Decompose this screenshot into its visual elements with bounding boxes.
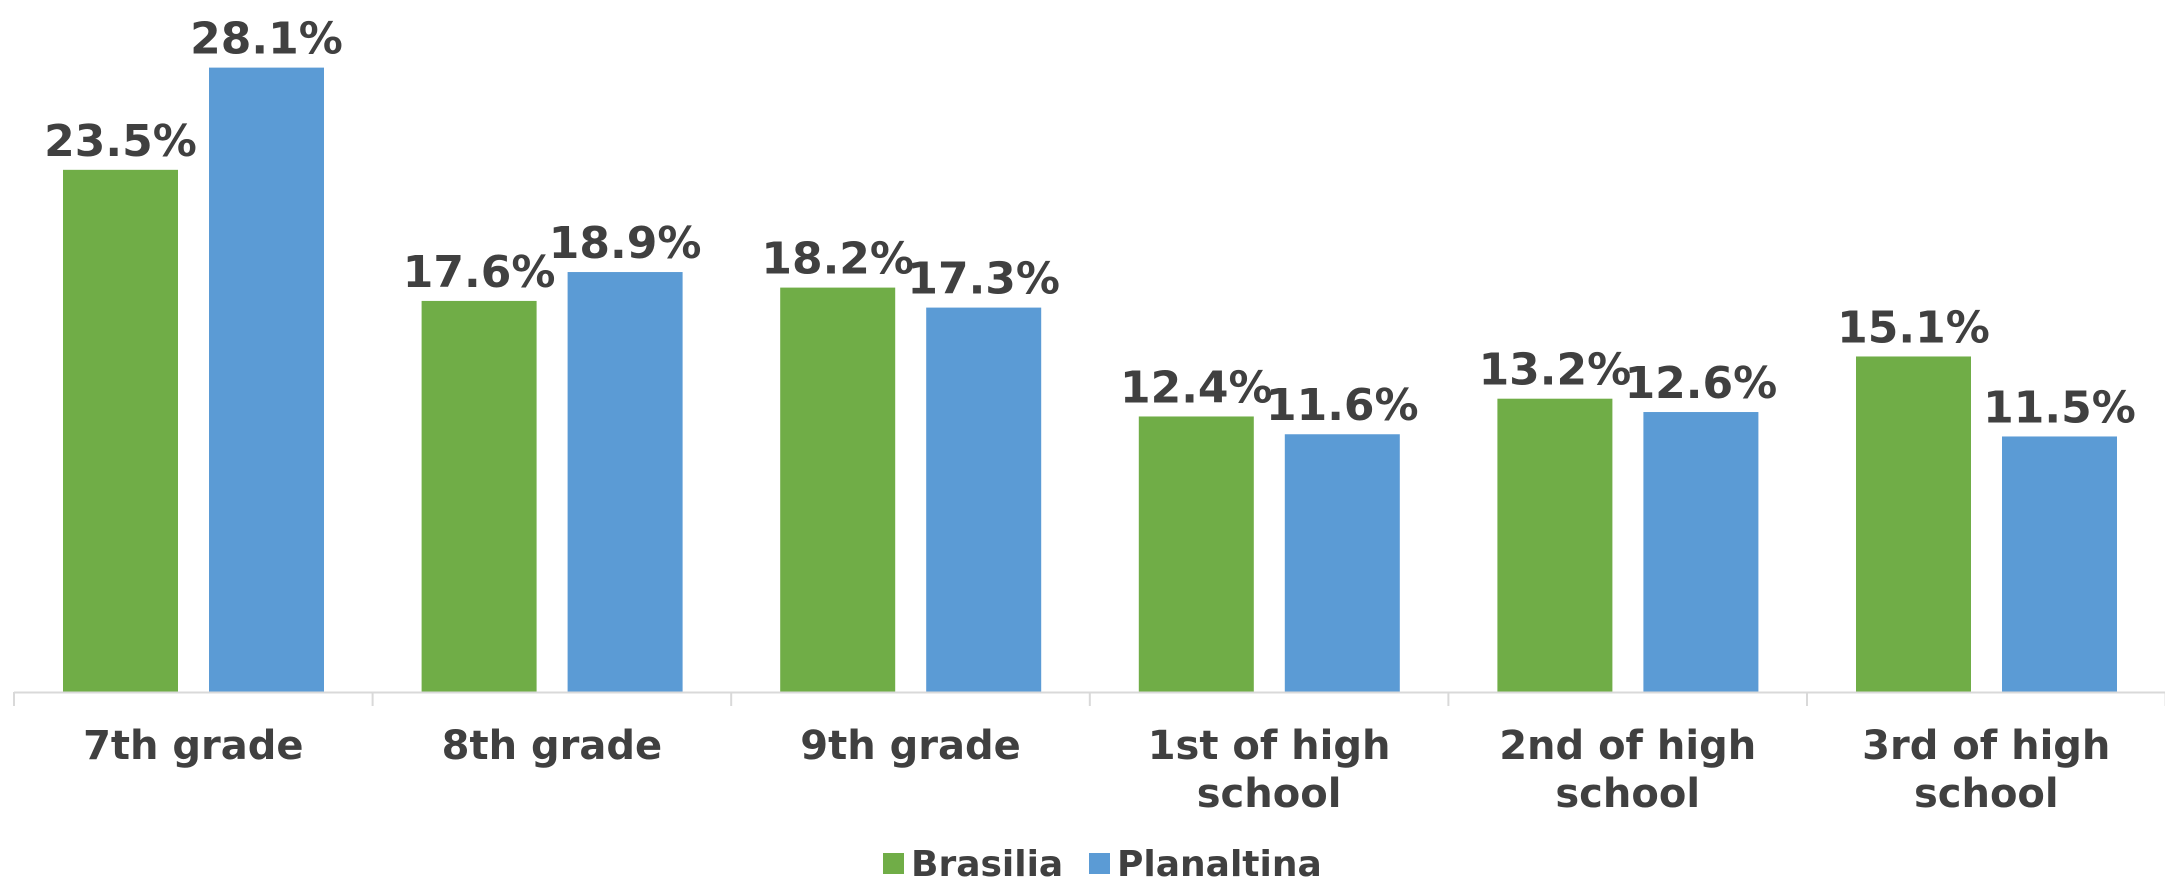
x-tick-label-line: 8th grade: [442, 723, 662, 769]
x-tick-label-line: 3rd of high: [1862, 723, 2110, 769]
x-tick-label: 9th grade: [800, 723, 1020, 769]
x-tick-label: 1st of high school: [1148, 723, 1391, 817]
x-axis: 7th grade 8th grade 9th grade 1st of high sc…: [13, 691, 2165, 817]
bar-brasilia-2: [421, 300, 537, 692]
legend: Brasilia Planaltina: [883, 844, 1322, 881]
x-tick-label-line: 1st of high: [1148, 723, 1391, 769]
data-label: 18.9%: [549, 218, 702, 269]
bar-planaltina-1: [209, 67, 324, 693]
bars-layer: [63, 67, 2117, 693]
x-tick-label: 2nd of high school: [1499, 723, 1756, 817]
bar-planaltina-4: [1284, 434, 1400, 692]
bar-brasilia-4: [1138, 416, 1254, 692]
data-label: 12.4%: [1120, 362, 1273, 413]
bar-planaltina-2: [567, 272, 683, 692]
data-label: 11.5%: [1983, 382, 2136, 433]
x-tick-label-line: 9th grade: [800, 723, 1020, 769]
data-label: 15.1%: [1837, 302, 1990, 353]
data-label: 13.2%: [1479, 345, 1632, 396]
bar-planaltina-6: [2002, 436, 2117, 692]
legend-label-planaltina: Planaltina: [1117, 844, 1322, 881]
x-tick-label: 7th grade: [83, 723, 303, 769]
x-tick-label-line: 2nd of high: [1499, 723, 1756, 769]
data-label: 18.2%: [761, 234, 914, 285]
bar-brasilia-1: [63, 169, 178, 692]
data-label: 12.6%: [1625, 358, 1778, 409]
data-label: 11.6%: [1266, 380, 1419, 431]
data-labels-layer: 23.5% 17.6% 18.2% 12.4% 13.2% 15.1% 28.1% 18.9%…: [44, 14, 2136, 434]
bar-brasilia-3: [780, 287, 896, 692]
bar-planaltina-3: [926, 307, 1042, 692]
data-label: 23.5%: [44, 116, 197, 167]
x-tick-label-line: school: [1555, 771, 1700, 817]
data-label: 17.3%: [907, 254, 1060, 305]
x-tick-label-line: school: [1914, 771, 2059, 817]
legend-swatch-brasilia: [883, 853, 904, 874]
bar-brasilia-5: [1497, 398, 1613, 692]
data-label: 17.6%: [403, 247, 556, 298]
x-tick-label-line: school: [1197, 771, 1342, 817]
x-tick-label: 8th grade: [442, 723, 662, 769]
x-tick-label: 3rd of high school: [1862, 723, 2110, 817]
bar-planaltina-5: [1643, 412, 1759, 692]
legend-swatch-planaltina: [1089, 853, 1110, 874]
legend-label-brasilia: Brasilia: [911, 844, 1063, 881]
data-label: 28.1%: [190, 14, 343, 65]
x-tick-label-line: 7th grade: [83, 723, 303, 769]
bar-brasilia-6: [1856, 356, 1971, 692]
